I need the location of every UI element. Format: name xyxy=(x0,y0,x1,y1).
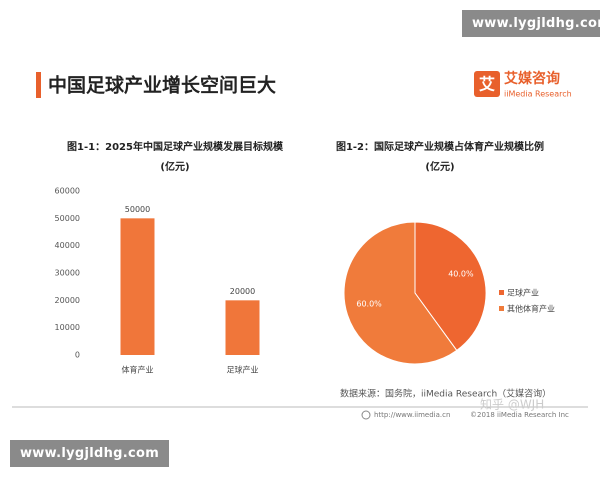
watermark: www.lygjldhg.com xyxy=(10,440,170,467)
value-label: 40.0% xyxy=(448,270,474,279)
y-tick-label: 30000 xyxy=(55,269,80,278)
y-tick-label: 0 xyxy=(75,351,80,360)
logo-mark: 艾 xyxy=(479,75,495,94)
watermark: www.lygjldhg.com xyxy=(462,10,600,37)
logo-sub: iiMedia Research xyxy=(504,90,572,99)
value-label: 20000 xyxy=(230,287,255,296)
chart-subtitle: (亿元) xyxy=(425,160,454,173)
legend-label: 足球产业 xyxy=(507,288,539,298)
source: 数据来源：国务院，iiMedia Research（艾媒咨询） xyxy=(340,388,551,400)
title-bar xyxy=(36,72,41,98)
y-tick-label: 40000 xyxy=(55,241,80,250)
x-tick-label: 足球产业 xyxy=(227,365,259,375)
y-tick-label: 20000 xyxy=(55,296,80,305)
legend-swatch xyxy=(499,290,504,295)
pie-slice xyxy=(414,221,487,352)
y-tick-label: 50000 xyxy=(55,214,80,223)
bar xyxy=(120,218,155,355)
globe-icon xyxy=(361,410,371,420)
y-tick-label: 10000 xyxy=(55,323,80,332)
legend-label: 其他体育产业 xyxy=(507,304,555,314)
logo-name: 艾媒咨询 xyxy=(504,70,560,87)
page-title: 中国足球产业增长空间巨大 xyxy=(48,74,276,97)
value-label: 60.0% xyxy=(356,299,382,308)
chart-title: 图1-1：2025年中国足球产业规模发展目标规模 xyxy=(67,140,284,153)
copyright: ©2018 iiMedia Research Inc xyxy=(470,411,569,419)
legend-swatch xyxy=(499,306,504,311)
logo-box xyxy=(474,71,500,97)
chart-subtitle: (亿元) xyxy=(160,160,189,173)
zhihu-watermark: 知乎 @WJH xyxy=(480,398,544,412)
chart-title: 图1-2：国际足球产业规模占体育产业规模比例 xyxy=(336,140,544,153)
url: http://www.iimedia.cn xyxy=(374,411,450,419)
bar xyxy=(225,300,260,355)
y-tick-label: 60000 xyxy=(55,187,80,196)
value-label: 50000 xyxy=(125,205,150,214)
pie-slice xyxy=(343,221,458,365)
x-tick-label: 体育产业 xyxy=(122,365,154,375)
